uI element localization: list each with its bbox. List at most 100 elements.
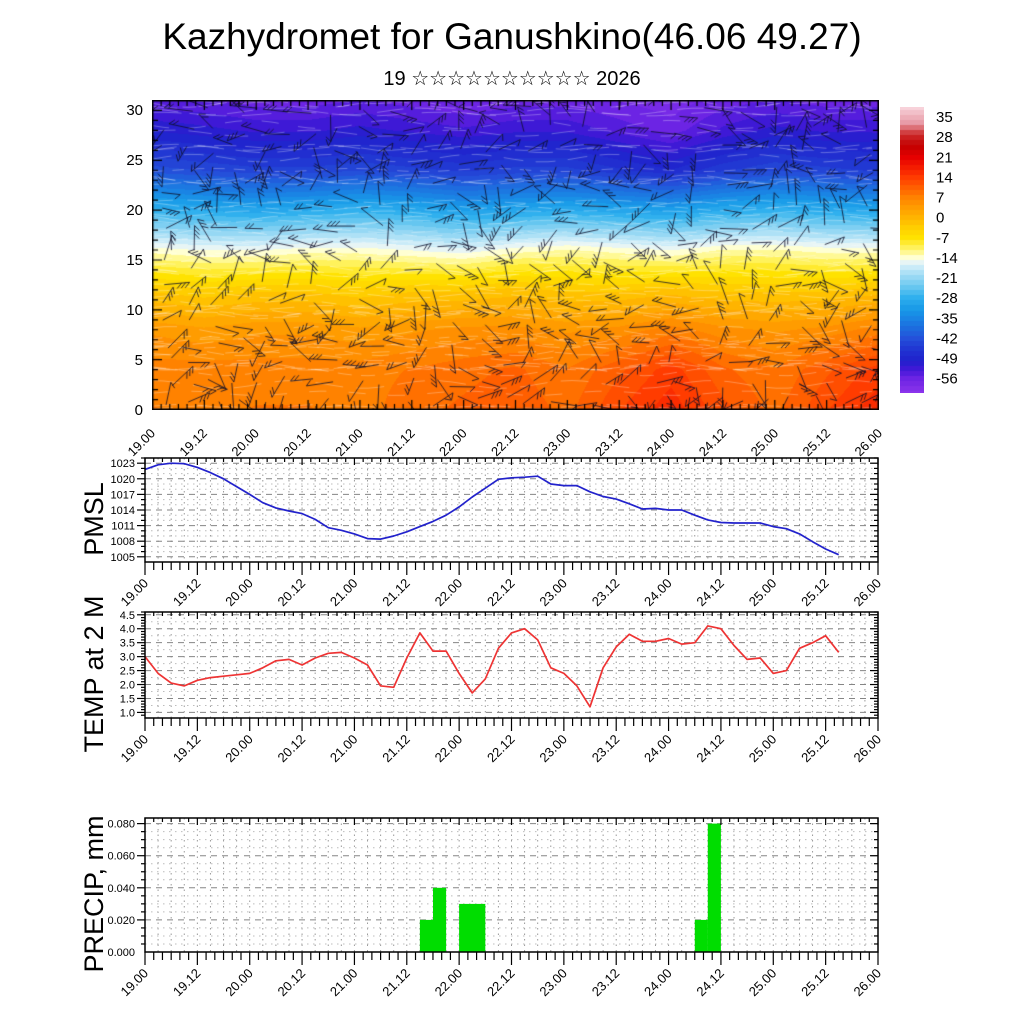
svg-text:24.12: 24.12 bbox=[693, 732, 727, 766]
svg-text:19.00: 19.00 bbox=[118, 966, 152, 1000]
svg-text:30: 30 bbox=[126, 102, 143, 119]
svg-text:0: 0 bbox=[135, 402, 143, 419]
pmsl-panel: 1005 1008 1011 1014 1017 1020 1023 19.00 19.12 20… bbox=[79, 457, 885, 610]
svg-text:35: 35 bbox=[936, 109, 953, 126]
svg-text:-28: -28 bbox=[936, 290, 958, 307]
svg-text:20.00: 20.00 bbox=[222, 576, 256, 610]
svg-text:22.12: 22.12 bbox=[484, 732, 518, 766]
svg-text:24.00: 24.00 bbox=[641, 966, 675, 1000]
svg-text:22.00: 22.00 bbox=[432, 966, 466, 1000]
svg-text:0.020: 0.020 bbox=[107, 915, 135, 927]
temp_2m-series bbox=[144, 625, 840, 708]
svg-text:22.00: 22.00 bbox=[436, 426, 470, 460]
svg-text:21.00: 21.00 bbox=[332, 426, 366, 460]
svg-text:3.5: 3.5 bbox=[120, 638, 135, 650]
svg-text:26.00: 26.00 bbox=[851, 576, 885, 610]
svg-text:21: 21 bbox=[936, 149, 953, 166]
svg-text:23.12: 23.12 bbox=[589, 576, 623, 610]
svg-text:19.00: 19.00 bbox=[118, 732, 152, 766]
svg-text:5: 5 bbox=[135, 352, 143, 369]
pmsl-series bbox=[144, 462, 840, 556]
svg-text:2.0: 2.0 bbox=[120, 680, 135, 692]
svg-text:14: 14 bbox=[936, 169, 953, 186]
precip-bar bbox=[433, 887, 447, 952]
svg-text:23.12: 23.12 bbox=[592, 426, 626, 460]
svg-text:-56: -56 bbox=[936, 371, 958, 388]
svg-text:0.060: 0.060 bbox=[107, 851, 135, 863]
svg-text:25.12: 25.12 bbox=[798, 732, 832, 766]
svg-text:25.00: 25.00 bbox=[748, 426, 782, 460]
precip-bar bbox=[419, 919, 433, 952]
svg-text:TEMP at 2 M: TEMP at 2 M bbox=[79, 595, 109, 752]
page-title: Kazhydromet for Ganushkino(46.06 49.27) bbox=[162, 16, 862, 57]
svg-text:24.00: 24.00 bbox=[641, 576, 675, 610]
svg-text:24.12: 24.12 bbox=[693, 576, 727, 610]
svg-text:20.12: 20.12 bbox=[275, 576, 309, 610]
svg-text:20.12: 20.12 bbox=[280, 426, 314, 460]
svg-text:22.12: 22.12 bbox=[488, 426, 522, 460]
svg-text:10: 10 bbox=[126, 302, 143, 319]
svg-text:19.00: 19.00 bbox=[118, 576, 152, 610]
svg-text:1017: 1017 bbox=[111, 489, 135, 501]
svg-text:25: 25 bbox=[126, 152, 143, 169]
svg-text:1014: 1014 bbox=[111, 505, 135, 517]
svg-text:20.12: 20.12 bbox=[275, 966, 309, 1000]
svg-text:23.00: 23.00 bbox=[536, 966, 570, 1000]
temperature-colorbar bbox=[900, 107, 924, 393]
svg-text:21.00: 21.00 bbox=[327, 732, 361, 766]
svg-text:0.040: 0.040 bbox=[107, 883, 135, 895]
svg-text:22.00: 22.00 bbox=[432, 732, 466, 766]
svg-text:0.080: 0.080 bbox=[107, 819, 135, 831]
svg-text:23.12: 23.12 bbox=[589, 966, 623, 1000]
svg-text:25.00: 25.00 bbox=[746, 732, 780, 766]
svg-text:22.12: 22.12 bbox=[484, 966, 518, 1000]
svg-text:7: 7 bbox=[936, 190, 944, 207]
svg-text:25.00: 25.00 bbox=[746, 576, 780, 610]
svg-text:26.00: 26.00 bbox=[851, 966, 885, 1000]
svg-text:25.12: 25.12 bbox=[798, 966, 832, 1000]
svg-text:0: 0 bbox=[936, 210, 944, 227]
svg-text:22.12: 22.12 bbox=[484, 576, 518, 610]
svg-text:1023: 1023 bbox=[111, 458, 135, 470]
svg-text:4.5: 4.5 bbox=[120, 610, 135, 622]
svg-text:19.12: 19.12 bbox=[176, 426, 210, 460]
svg-text:28: 28 bbox=[936, 129, 953, 146]
svg-text:23.00: 23.00 bbox=[540, 426, 574, 460]
svg-text:20.00: 20.00 bbox=[228, 426, 262, 460]
svg-text:21.12: 21.12 bbox=[379, 576, 413, 610]
svg-text:25.12: 25.12 bbox=[800, 426, 834, 460]
svg-text:-14: -14 bbox=[936, 250, 958, 267]
svg-text:20.00: 20.00 bbox=[222, 732, 256, 766]
svg-text:4.0: 4.0 bbox=[120, 624, 135, 636]
svg-text:19.12: 19.12 bbox=[170, 732, 204, 766]
svg-text:25.12: 25.12 bbox=[798, 576, 832, 610]
precip-bar bbox=[694, 919, 708, 952]
svg-text:-21: -21 bbox=[936, 270, 958, 287]
svg-text:-35: -35 bbox=[936, 310, 958, 327]
svg-text:24.12: 24.12 bbox=[696, 426, 730, 460]
page-subtitle: 19 ☆☆☆☆☆☆☆☆☆☆ 2026 bbox=[383, 68, 641, 90]
svg-text:23.00: 23.00 bbox=[536, 576, 570, 610]
svg-text:26.00: 26.00 bbox=[851, 732, 885, 766]
svg-text:-7: -7 bbox=[936, 230, 949, 247]
svg-text:1005: 1005 bbox=[111, 552, 135, 564]
svg-text:PRECIP, mm: PRECIP, mm bbox=[79, 815, 109, 972]
svg-text:22.00: 22.00 bbox=[432, 576, 466, 610]
svg-text:20.00: 20.00 bbox=[222, 966, 256, 1000]
svg-text:26.00: 26.00 bbox=[852, 426, 886, 460]
svg-text:21.12: 21.12 bbox=[379, 966, 413, 1000]
svg-text:3.0: 3.0 bbox=[120, 652, 135, 664]
svg-text:19.00: 19.00 bbox=[125, 426, 159, 460]
svg-text:-42: -42 bbox=[936, 330, 958, 347]
svg-text:23.00: 23.00 bbox=[536, 732, 570, 766]
svg-text:19.12: 19.12 bbox=[170, 966, 204, 1000]
svg-text:19.12: 19.12 bbox=[170, 576, 204, 610]
svg-text:23.12: 23.12 bbox=[589, 732, 623, 766]
precip-panel: 0.000 0.020 0.040 0.060 0.080 19.00 19.12 20.00… bbox=[79, 815, 884, 999]
svg-text:24.00: 24.00 bbox=[641, 732, 675, 766]
svg-text:15: 15 bbox=[126, 252, 143, 269]
precip-bar bbox=[459, 903, 486, 952]
svg-text:20: 20 bbox=[126, 202, 143, 219]
svg-text:21.12: 21.12 bbox=[384, 426, 418, 460]
